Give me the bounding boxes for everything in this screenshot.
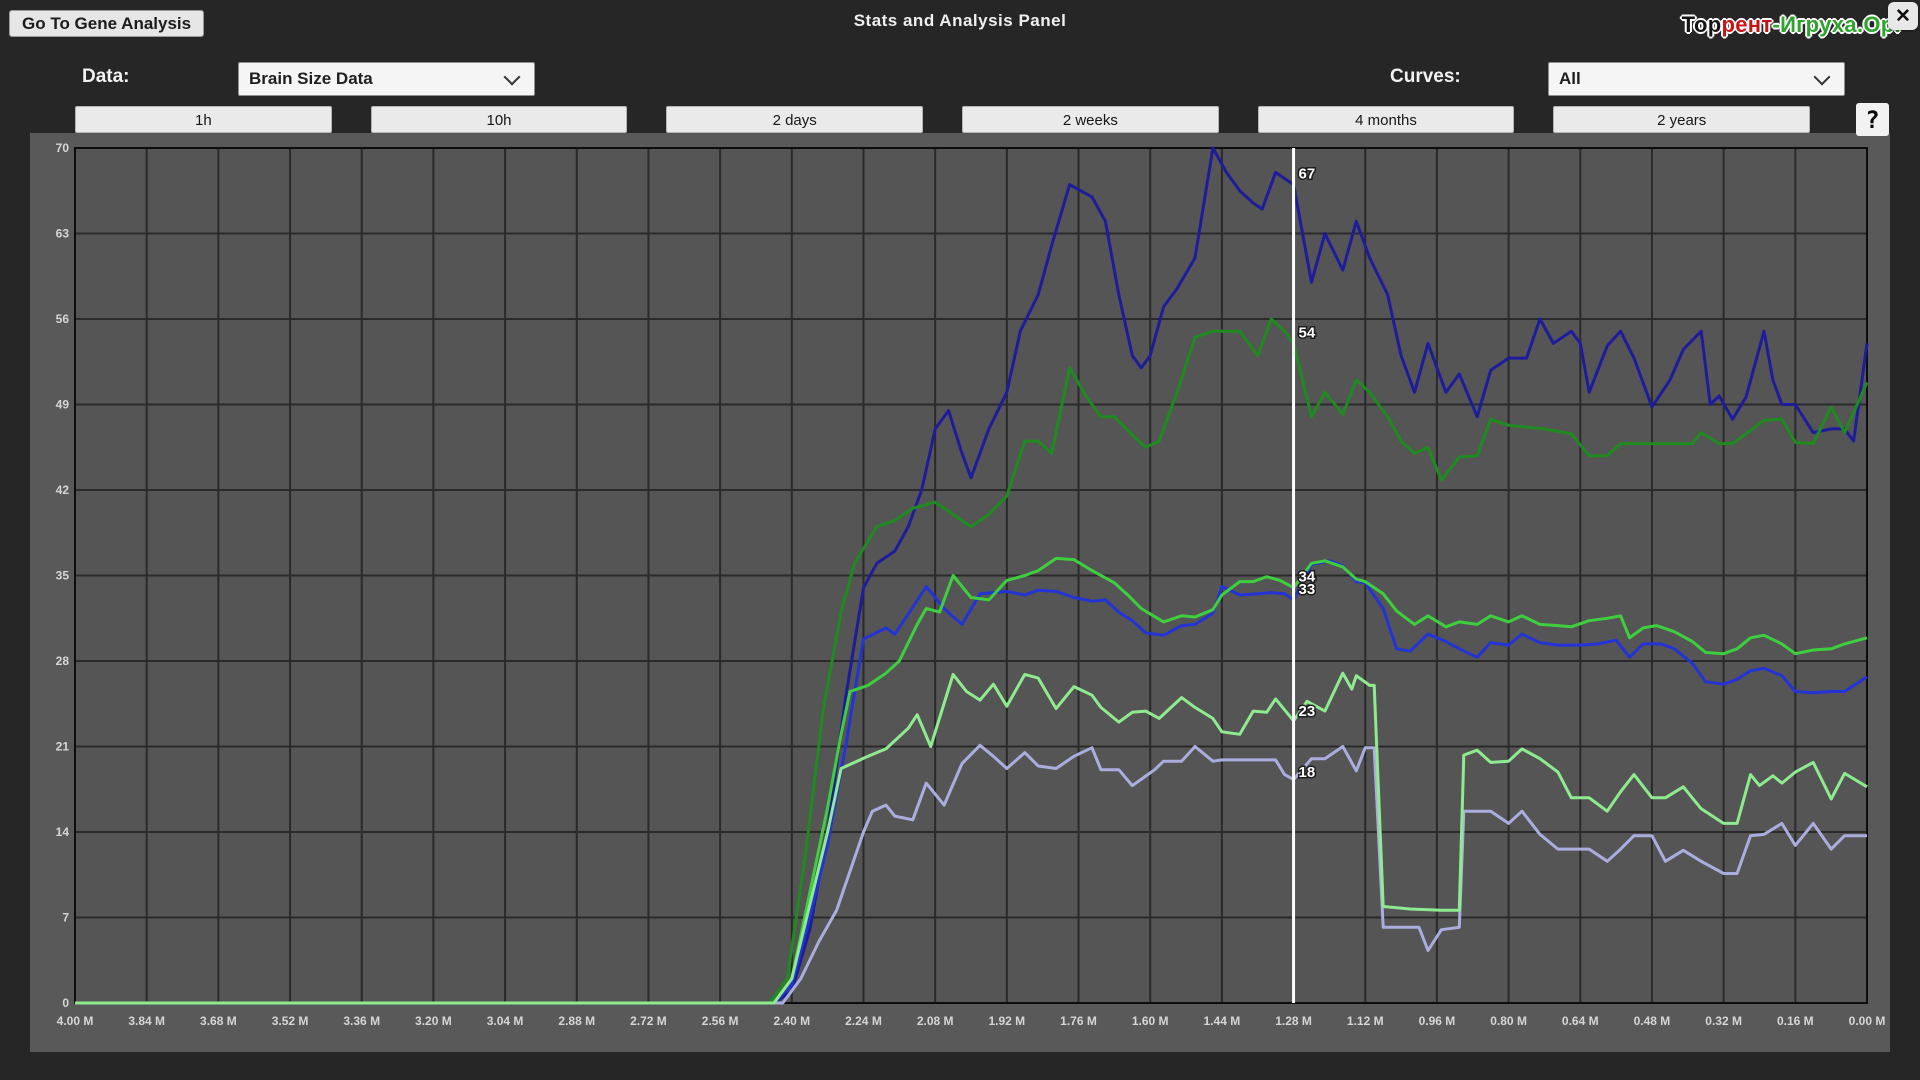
x-tick-label: 4.00 M: [57, 1014, 94, 1028]
time-button-10h[interactable]: 10h: [370, 106, 628, 133]
y-tick-label: 21: [56, 740, 70, 754]
watermark-part-3: -Игруха.Орг: [1772, 12, 1904, 37]
cursor-value-label: 33: [1299, 581, 1316, 598]
y-tick-label: 28: [56, 654, 70, 668]
x-tick-label: 0.00 M: [1849, 1014, 1886, 1028]
cursor-value-label: 18: [1299, 764, 1316, 781]
y-tick-label: 42: [56, 483, 70, 497]
watermark-part-1: Тор: [1681, 12, 1722, 37]
x-tick-label: 1.60 M: [1132, 1014, 1169, 1028]
y-tick-label: 49: [56, 398, 70, 412]
x-tick-label: 3.84 M: [128, 1014, 165, 1028]
question-mark-icon: ?: [1865, 105, 1880, 134]
x-tick-label: 3.20 M: [415, 1014, 452, 1028]
close-button[interactable]: ✕: [1888, 2, 1918, 30]
graph-panel: 67 54 34 33 23 18 0 7 14 21 28 35 42 49 56 63 70 4.00 M 3.…: [30, 133, 1890, 1052]
y-tick-label: 56: [56, 312, 70, 326]
x-tick-label: 0.16 M: [1777, 1014, 1814, 1028]
watermark-part-2: рент: [1721, 12, 1773, 37]
x-tick-label: 1.12 M: [1347, 1014, 1384, 1028]
x-tick-label: 2.56 M: [702, 1014, 739, 1028]
y-tick-label: 63: [56, 227, 70, 241]
plot-border: [74, 147, 1868, 1004]
curves-select[interactable]: All: [1548, 62, 1845, 96]
curve-2-dark-green: [75, 317, 1869, 1005]
cursor-value-label: 34: [1299, 569, 1316, 586]
x-tick-label: 0.96 M: [1419, 1014, 1456, 1028]
x-axis-labels: 4.00 M 3.84 M 3.68 M 3.52 M 3.36 M 3.20 M 3.04…: [57, 1014, 1886, 1028]
help-button[interactable]: ?: [1856, 103, 1889, 136]
time-button-4months[interactable]: 4 months: [1257, 106, 1515, 133]
time-button-1h[interactable]: 1h: [75, 106, 332, 133]
x-tick-label: 3.04 M: [487, 1014, 524, 1028]
x-tick-label: 1.44 M: [1204, 1014, 1241, 1028]
time-button-2years[interactable]: 2 years: [1553, 106, 1811, 133]
data-select-value: Brain Size Data: [249, 69, 373, 88]
x-tick-label: 3.52 M: [272, 1014, 309, 1028]
x-tick-label: 0.32 M: [1705, 1014, 1742, 1028]
y-tick-label: 35: [56, 569, 70, 583]
curve-5-lavender: [75, 743, 1867, 1005]
x-tick-label: 2.24 M: [845, 1014, 882, 1028]
y-tick-label: 7: [62, 911, 69, 925]
x-tick-label: 3.68 M: [200, 1014, 237, 1028]
y-tick-label: 70: [56, 141, 70, 155]
cursor-value-label: 67: [1299, 166, 1316, 183]
time-button-2weeks[interactable]: 2 weeks: [962, 106, 1219, 133]
series-lines: [75, 146, 1869, 1005]
x-tick-label: 0.64 M: [1562, 1014, 1599, 1028]
x-tick-label: 1.76 M: [1060, 1014, 1097, 1028]
curves-label: Curves:: [1390, 66, 1461, 87]
time-range-buttons: 1h 10h 2 days 2 weeks 4 months 2 years: [75, 106, 1811, 133]
curve-6-light-green: [75, 671, 1868, 1005]
y-axis-labels: 0 7 14 21 28 35 42 49 56 63 70: [56, 141, 70, 1010]
curve-1-dark-blue: [75, 146, 1869, 1005]
y-tick-label: 0: [62, 996, 69, 1010]
x-tick-label: 2.40 M: [773, 1014, 810, 1028]
close-icon: ✕: [1895, 5, 1911, 27]
data-select[interactable]: Brain Size Data: [238, 62, 535, 96]
gridlines: [74, 147, 1868, 1004]
watermark: Торрент-Игруха.Орг: [1682, 12, 1904, 38]
curve-4-bright-green: [75, 556, 1868, 1005]
x-tick-label: 2.72 M: [630, 1014, 667, 1028]
x-tick-label: 3.36 M: [343, 1014, 380, 1028]
chevron-down-icon: [503, 68, 521, 86]
page-title: Stats and Analysis Panel: [853, 11, 1067, 30]
y-tick-label: 14: [56, 825, 70, 839]
x-tick-label: 2.08 M: [917, 1014, 954, 1028]
x-tick-label: 1.28 M: [1275, 1014, 1312, 1028]
curves-select-value: All: [1559, 69, 1581, 88]
x-tick-label: 1.92 M: [988, 1014, 1025, 1028]
x-tick-label: 0.48 M: [1634, 1014, 1671, 1028]
x-tick-label: 2.88 M: [558, 1014, 595, 1028]
cursor-value-label: 23: [1299, 703, 1316, 720]
cursor-value-label: 54: [1299, 324, 1316, 341]
go-to-gene-analysis-button[interactable]: Go To Gene Analysis: [9, 10, 205, 37]
x-tick-label: 0.80 M: [1490, 1014, 1527, 1028]
chevron-down-icon: [1813, 68, 1831, 86]
data-label: Data:: [82, 66, 130, 87]
time-button-2days[interactable]: 2 days: [666, 106, 924, 133]
